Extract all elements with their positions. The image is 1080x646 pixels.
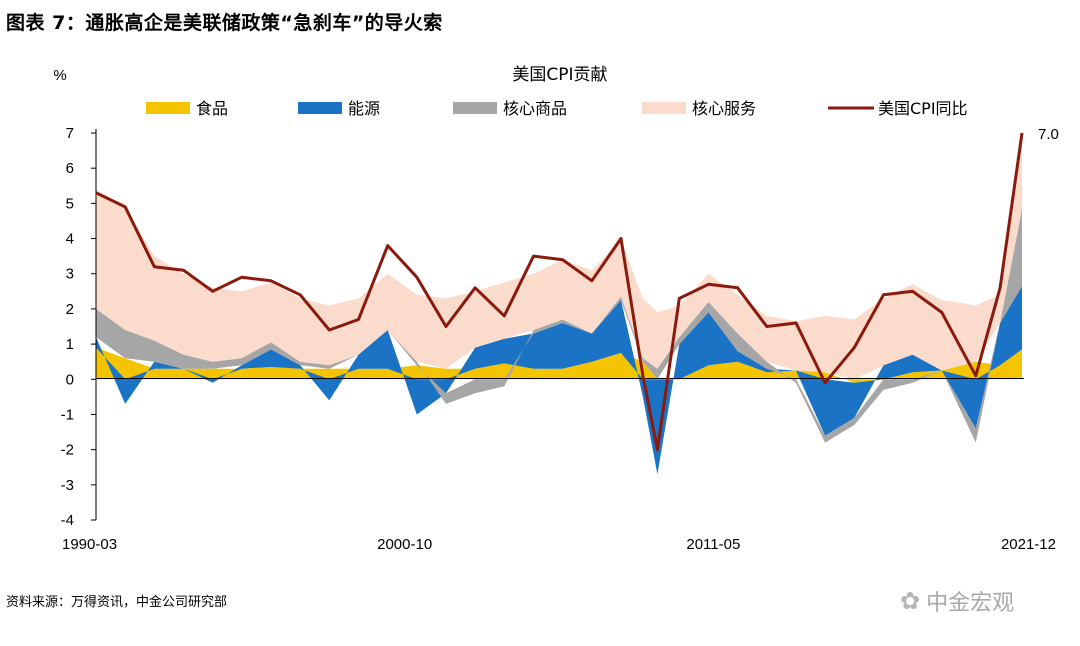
legend-label: 核心服务 [692,99,756,118]
y-axis-unit: % [53,67,66,84]
legend-swatch [453,102,497,114]
y-tick-label: 4 [66,231,74,248]
stacked-areas [96,134,1022,475]
y-tick-label: 6 [66,160,74,177]
legend-label: 核心商品 [503,99,567,118]
legend-label: 食品 [196,99,228,118]
legend-swatch [146,102,190,114]
annotations: 7.0 [1038,126,1059,143]
cpi-yoy-line [95,132,1024,452]
wechat-icon: ✿ [900,587,921,615]
legend-swatch [642,102,686,114]
y-tick-label: -2 [61,442,74,459]
y-tick-label: 5 [66,195,74,212]
cpi-line-layer [95,132,1024,452]
series-area-3 [96,134,1022,380]
cpi-contribution-chart: 美国CPI贡献 % 食品 能源 核心商品 核心服务 美国CPI同比 7 6 5 4 3 2 1 0 -1… [53,65,1059,553]
chart-title: 美国CPI贡献 [512,65,607,85]
legend: 食品 能源 核心商品 核心服务 美国CPI同比 [146,99,968,118]
x-tick-label: 1990-03 [62,536,117,553]
y-tick-label: -3 [61,477,74,494]
source-note: 资料来源：万得资讯，中金公司研究部 [6,595,228,610]
y-tick-label: 2 [66,301,74,318]
y-tick-label: 3 [66,266,74,283]
end-value-label: 7.0 [1038,126,1059,143]
legend-label: 美国CPI同比 [878,99,968,118]
watermark: ✿ 中金宏观 [900,585,1014,617]
y-tick-label: 0 [66,371,74,388]
watermark-text: 中金宏观 [926,591,1015,616]
x-tick-label: 2011-05 [686,536,740,553]
y-tick-label: 1 [66,336,74,353]
y-tick-label: -4 [61,512,74,529]
figure-title: 图表 7：通胀高企是美联储政策“急刹车”的导火索 [6,12,443,34]
y-tick-label: 7 [66,125,74,142]
legend-label: 能源 [348,99,380,118]
legend-swatch [298,102,342,114]
series-area-0 [96,347,1022,383]
x-tick-label: 2021-12 [1001,536,1056,553]
y-tick-label: -1 [61,406,74,423]
axes: 7 6 5 4 3 2 1 0 -1 -2 -3 -4 1990-03 2000-10 2011-05 202… [61,125,1056,553]
x-tick-label: 2000-10 [377,536,432,553]
